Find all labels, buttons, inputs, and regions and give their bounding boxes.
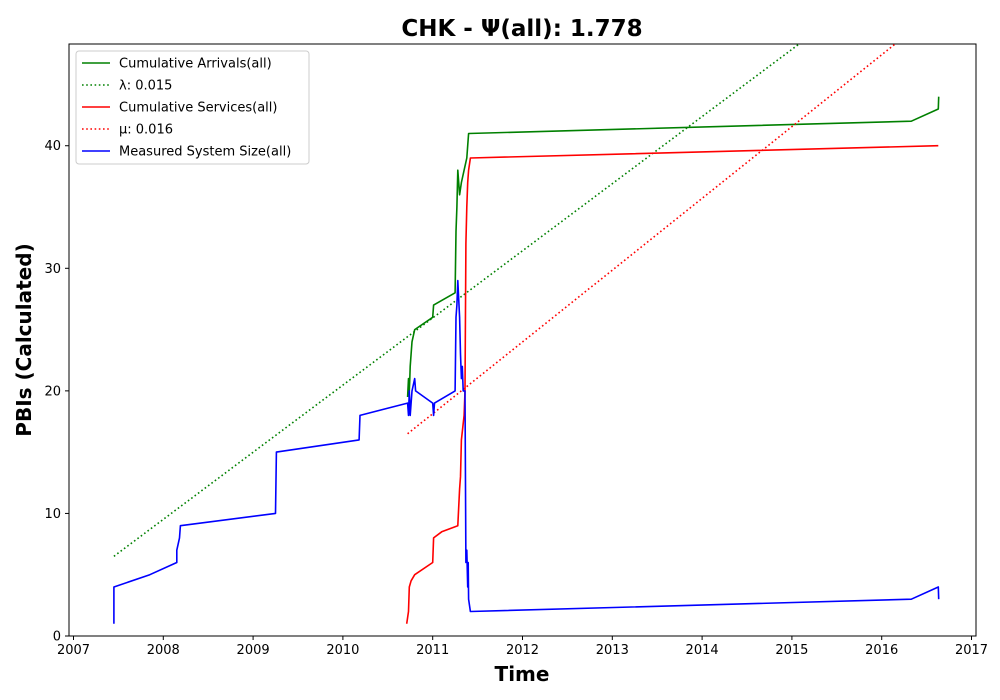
x-tick-label: 2011	[416, 643, 449, 658]
legend-label-2: Cumulative Services(all)	[119, 101, 277, 116]
legend-box	[75, 50, 310, 165]
legend-label-4: Measured System Size(all)	[119, 145, 291, 160]
x-axis-label: Time	[495, 662, 550, 686]
y-tick-label: 0	[53, 630, 61, 645]
series-line-0	[406, 96, 940, 398]
chart-title: CHK - Ψ(all): 1.778	[401, 16, 642, 42]
legend-items: Cumulative Arrivals(all) λ: 0.015 Cumulati…	[82, 57, 291, 160]
y-tick-label: 30	[44, 262, 61, 277]
x-tick-label: 2008	[147, 643, 180, 658]
x-tick-label: 2017	[955, 643, 988, 658]
x-tick-label: 2007	[57, 643, 90, 658]
x-tick-label: 2012	[506, 643, 539, 658]
x-tick-label: 2009	[237, 643, 270, 658]
y-tick-label: 20	[44, 384, 61, 399]
y-tick-label: 40	[44, 139, 61, 154]
x-tick-label: 2010	[326, 643, 359, 658]
x-tick-label: 2014	[686, 643, 719, 658]
y-axis-label: PBIs (Calculated)	[12, 243, 36, 436]
series-line-2	[405, 144, 939, 624]
series-line-3	[407, 44, 896, 435]
legend-label-1: λ: 0.015	[119, 79, 172, 94]
legend: Cumulative Arrivals(all) λ: 0.015 Cumulati…	[75, 50, 310, 165]
x-tick-label: 2013	[596, 643, 629, 658]
series-line-4	[113, 279, 940, 624]
legend-label-3: μ: 0.016	[119, 123, 173, 138]
ticks-layer: 2007 2008 2009 2010 2011 2012 2013 2014 2015 2016…	[44, 139, 988, 658]
x-tick-label: 2015	[775, 643, 808, 658]
series-layer	[113, 44, 940, 624]
y-tick-label: 10	[44, 507, 61, 522]
x-tick-label: 2016	[865, 643, 898, 658]
legend-label-0: Cumulative Arrivals(all)	[119, 57, 272, 72]
